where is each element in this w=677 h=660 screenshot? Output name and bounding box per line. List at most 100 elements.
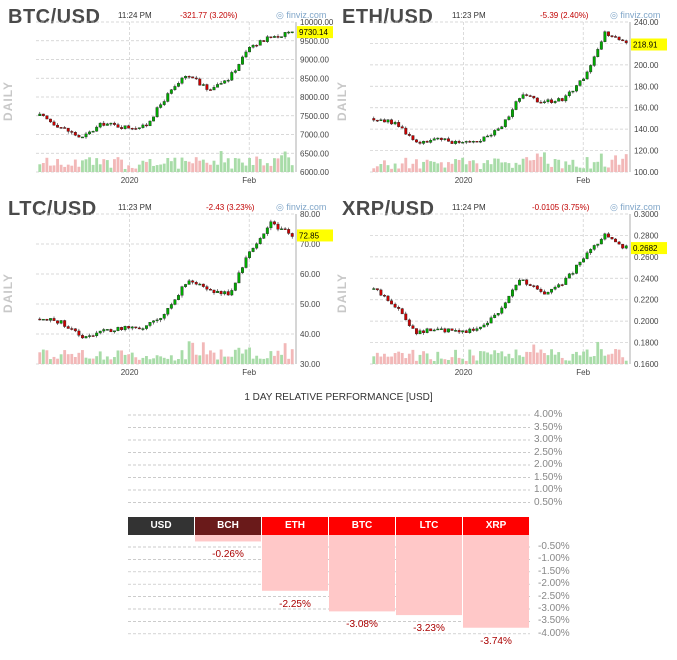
xrp-chart-panel: XRP/USD 11:24 PM -0.0105 (3.75%) ◎ finvi… [335,198,670,386]
candle [489,134,493,137]
candle [162,101,166,105]
volume-bar [226,356,230,364]
volume-bar [422,161,425,172]
candle [63,127,67,129]
candle [56,320,60,324]
chart-symbol: XRP/USD [342,198,435,220]
volume-bar [592,162,596,172]
source-label: finviz.com [286,10,327,20]
candle [123,125,127,129]
volume-bar [66,164,70,172]
y-tick-label: 0.2200 [634,296,659,305]
volume-bar [479,168,482,172]
volume-bar [518,164,521,172]
volume-bar [621,357,625,364]
volume-bar [262,165,266,172]
candle [66,127,70,132]
candle [201,84,205,86]
finviz-link[interactable]: ◎ finviz.com [276,10,327,20]
candle [230,290,234,296]
volume-bar [482,351,486,364]
volume-bar [393,353,397,364]
y-tick-label: -1.50% [538,565,570,577]
candle [198,283,202,286]
volume-bar [553,159,557,172]
volume-bar [251,164,255,172]
volume-bar [109,359,113,364]
candle [443,328,447,333]
candle [546,99,550,102]
candle [112,330,116,333]
volume-bar [614,155,617,172]
volume-bar [273,158,276,172]
volume-bar [607,354,610,364]
volume-bar [589,356,593,364]
performance-header: USD [128,517,194,535]
volume-bar [575,351,578,364]
candle [226,291,230,296]
volume-bar [464,360,468,364]
volume-bar [166,157,170,172]
volume-bar [582,168,585,172]
finviz-link[interactable]: ◎ finviz.com [610,202,661,212]
performance-bar [195,535,261,542]
candle [191,76,195,79]
candle [219,83,223,85]
volume-bar [98,164,102,172]
finviz-link[interactable]: ◎ finviz.com [276,202,327,212]
y-tick-label: 6500.00 [300,149,329,158]
performance-value-label: -0.26% [212,549,244,561]
volume-bar [52,165,56,172]
volume-bar [383,160,386,172]
y-tick-label: 10000.00 [300,18,334,27]
candle [127,125,131,129]
volume-bar [180,350,184,364]
candle [535,97,539,103]
candle [557,98,561,102]
candle [614,36,617,38]
volume-bar [557,159,561,172]
volume-bar [550,166,553,172]
volume-bar [521,158,525,172]
volume-bar [436,163,440,172]
y-tick-label: 180.00 [634,82,659,91]
y-tick-label: 50.00 [300,300,321,309]
volume-bar [511,167,514,172]
volume-bar [130,352,134,364]
last-price-label: 218.91 [633,41,658,50]
candle [503,302,507,309]
volume-bar [528,160,532,172]
volume-bar [603,355,607,364]
volume-bar [241,162,244,172]
candle [457,141,461,143]
volume-bar [216,359,219,364]
candle [223,291,227,295]
volume-bar [269,165,273,172]
volume-bar [578,355,582,364]
candle [159,104,163,108]
volume-bar [201,159,205,172]
chart-symbol: LTC/USD [8,198,97,220]
volume-bar [184,160,187,172]
candle [518,98,522,102]
volume-bar [148,159,152,172]
finviz-link[interactable]: ◎ finviz.com [610,10,661,20]
candle [514,284,518,291]
candle [539,101,543,104]
candle [276,36,280,38]
candle [187,280,191,285]
y-tick-label: 8000.00 [300,93,329,102]
candle [425,140,429,143]
last-price-tag [631,38,667,51]
candle [273,36,276,38]
candle [532,285,536,287]
x-tick-label: Feb [576,368,590,377]
candle [258,40,262,46]
volume-bar [201,342,205,364]
chart-change: -5.39 (2.40%) [540,11,589,20]
volume-bar [113,159,116,172]
volume-bar [265,358,269,364]
volume-bar [173,157,177,172]
volume-bar [95,356,99,364]
volume-bar [209,164,212,172]
